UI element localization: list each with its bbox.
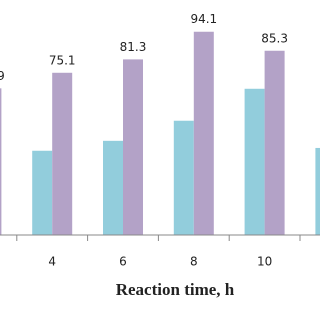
data-label: 75.1 xyxy=(49,53,76,67)
bar xyxy=(315,147,320,235)
data-label: 85.3 xyxy=(261,31,288,45)
bar xyxy=(52,72,73,235)
data-label: 94.1 xyxy=(190,12,217,26)
data-label: 67.9 xyxy=(0,69,5,83)
x-axis-title: Reaction time, h xyxy=(116,280,235,299)
bar xyxy=(32,150,53,235)
bar xyxy=(244,88,265,235)
bar xyxy=(264,50,285,235)
bar xyxy=(193,31,214,235)
bar xyxy=(123,59,143,235)
x-tick-label: 8 xyxy=(190,255,198,269)
bar xyxy=(0,88,2,235)
x-tick-label: 4 xyxy=(48,255,56,269)
data-label: 81.3 xyxy=(120,40,147,54)
x-tick-label: 10 xyxy=(257,255,272,269)
bar xyxy=(173,120,194,235)
x-tick-label: 6 xyxy=(119,255,127,269)
bar xyxy=(103,140,123,235)
